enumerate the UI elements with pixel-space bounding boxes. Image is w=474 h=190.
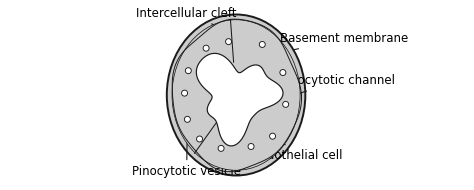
Ellipse shape [167, 14, 305, 176]
Circle shape [197, 136, 202, 142]
Circle shape [283, 101, 289, 107]
Circle shape [248, 143, 254, 150]
Circle shape [259, 41, 265, 48]
Circle shape [226, 39, 232, 45]
Circle shape [182, 90, 188, 96]
Text: Pinocytotic vesicle: Pinocytotic vesicle [132, 121, 241, 178]
Text: Endothelial cell: Endothelial cell [252, 137, 343, 162]
Ellipse shape [173, 20, 300, 170]
Circle shape [270, 133, 275, 139]
Circle shape [185, 68, 191, 74]
Circle shape [184, 116, 191, 122]
Text: Pinocytotic channel: Pinocytotic channel [280, 74, 395, 97]
Circle shape [203, 45, 209, 51]
Text: Basement membrane: Basement membrane [280, 32, 408, 50]
Circle shape [280, 70, 286, 76]
Ellipse shape [173, 20, 300, 170]
Polygon shape [196, 53, 283, 146]
Circle shape [218, 145, 224, 151]
Text: Intercellular cleft: Intercellular cleft [136, 7, 237, 29]
